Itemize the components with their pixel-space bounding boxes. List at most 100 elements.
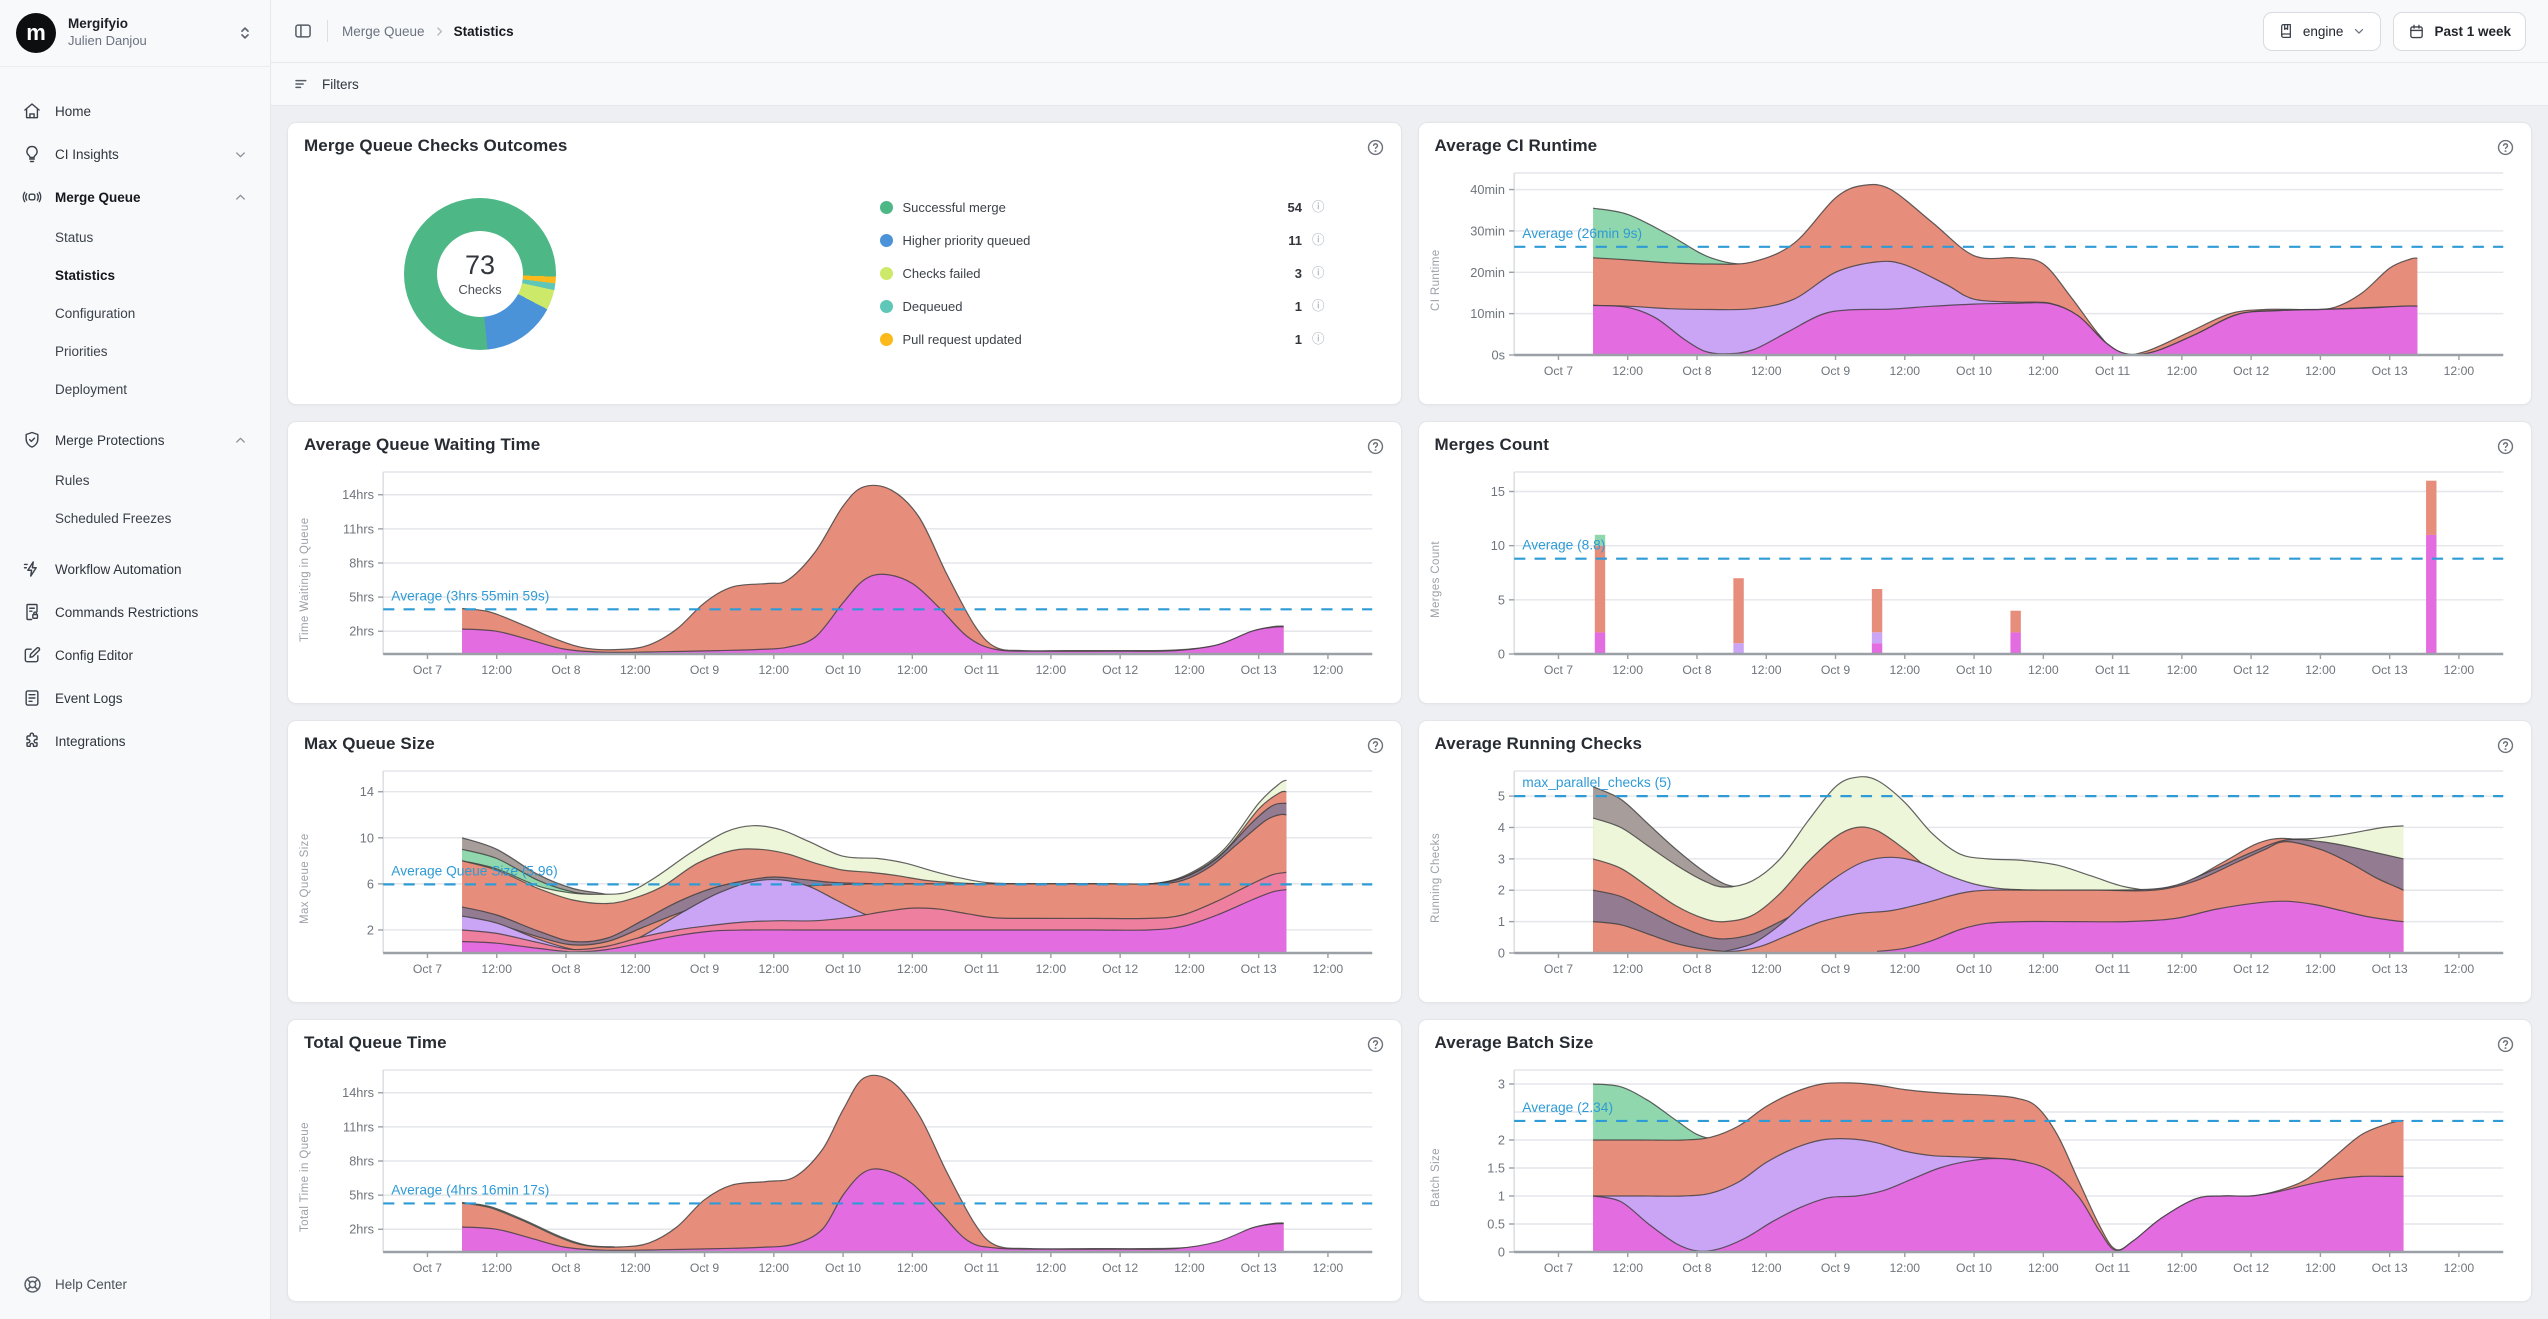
legend-item-dequeued[interactable]: Dequeued 1 ⓘ [880, 293, 1325, 320]
svg-text:0s: 0s [1491, 349, 1504, 363]
svg-text:8hrs: 8hrs [349, 557, 374, 571]
sidebar-item-workflow-automation[interactable]: Workflow Automation [12, 551, 258, 587]
svg-text:Oct 12: Oct 12 [2233, 364, 2269, 378]
sidebar-item-integrations[interactable]: Integrations [12, 723, 258, 759]
sidebar-item-ci-insights[interactable]: CI Insights [12, 136, 258, 172]
dashboard-grid: Merge Queue Checks Outcomes 73 Checks [271, 106, 2548, 1319]
sidebar-item-priorities[interactable]: Priorities [12, 336, 258, 367]
svg-text:12:00: 12:00 [1889, 962, 1920, 976]
total-queue-time-chart: 2hrs5hrs8hrs11hrs14hrsOct 712:00Oct 812:… [324, 1058, 1385, 1297]
svg-text:3: 3 [1497, 852, 1504, 866]
sidebar-item-statistics[interactable]: Statistics [12, 260, 258, 291]
sidebar-item-home[interactable]: Home [12, 93, 258, 129]
legend-value: 1 [1295, 332, 1302, 347]
info-icon[interactable]: ⓘ [1312, 201, 1325, 214]
svg-text:12:00: 12:00 [897, 1261, 928, 1275]
svg-text:12:00: 12:00 [481, 663, 512, 677]
svg-text:Oct 10: Oct 10 [1956, 1261, 1992, 1275]
svg-text:10: 10 [360, 831, 374, 845]
sidebar-item-label: Event Logs [55, 691, 123, 706]
filter-lines-icon[interactable] [293, 75, 311, 93]
org-switcher[interactable]: m Mergifyio Julien Danjou [0, 0, 270, 67]
svg-text:Oct 12: Oct 12 [2233, 962, 2269, 976]
svg-text:Oct 12: Oct 12 [2233, 1261, 2269, 1275]
svg-text:12:00: 12:00 [1313, 962, 1344, 976]
legend-item-checks-failed[interactable]: Checks failed 3 ⓘ [880, 260, 1325, 287]
svg-text:Oct 8: Oct 8 [1682, 364, 1711, 378]
svg-text:Oct 7: Oct 7 [413, 1261, 442, 1275]
breadcrumb: Merge Queue Statistics [342, 24, 514, 39]
sidebar-item-event-logs[interactable]: Event Logs [12, 680, 258, 716]
card-average-running-checks: Average Running Checks Running Checks 01… [1418, 720, 2533, 1003]
help-icon[interactable] [2496, 138, 2515, 157]
svg-text:Oct 8: Oct 8 [551, 962, 580, 976]
sidebar-item-status[interactable]: Status [12, 222, 258, 253]
help-icon[interactable] [1366, 138, 1385, 157]
svg-text:12:00: 12:00 [2443, 663, 2474, 677]
sidebar-item-rules[interactable]: Rules [12, 465, 258, 496]
svg-text:14hrs: 14hrs [342, 488, 374, 502]
running-checks-chart: 012345Oct 712:00Oct 812:00Oct 912:00Oct … [1455, 759, 2516, 998]
help-icon[interactable] [2496, 736, 2515, 755]
help-icon[interactable] [1366, 437, 1385, 456]
chevron-up-icon [233, 433, 248, 448]
help-center-link[interactable]: Help Center [0, 1256, 270, 1319]
card-title: Average Running Checks [1435, 734, 1643, 754]
sidebar-item-configuration[interactable]: Configuration [12, 298, 258, 329]
filters-label[interactable]: Filters [322, 77, 359, 92]
svg-text:8hrs: 8hrs [349, 1155, 374, 1169]
help-icon[interactable] [1366, 736, 1385, 755]
info-icon[interactable]: ⓘ [1312, 234, 1325, 247]
legend-dot [880, 201, 893, 214]
help-icon[interactable] [2496, 1035, 2515, 1054]
svg-text:Oct 10: Oct 10 [1956, 663, 1992, 677]
svg-text:12:00: 12:00 [1313, 1261, 1344, 1275]
sidebar-item-merge-protections[interactable]: Merge Protections [12, 422, 258, 458]
svg-text:12:00: 12:00 [1612, 1261, 1643, 1275]
info-icon[interactable]: ⓘ [1312, 267, 1325, 280]
card-title: Average CI Runtime [1435, 136, 1598, 156]
svg-text:Oct 13: Oct 13 [1241, 962, 1277, 976]
legend-item-successful-merge[interactable]: Successful merge 54 ⓘ [880, 194, 1325, 221]
svg-text:0.5: 0.5 [1487, 1218, 1505, 1232]
svg-text:1: 1 [1497, 915, 1504, 929]
outcomes-chart-area: 73 Checks Successful merge 54 ⓘ [304, 157, 1385, 400]
svg-text:0: 0 [1497, 947, 1504, 961]
sidebar-item-label: Configuration [55, 306, 135, 321]
breadcrumb-merge-queue[interactable]: Merge Queue [342, 24, 425, 39]
legend-item-higher-priority-queued[interactable]: Higher priority queued 11 ⓘ [880, 227, 1325, 254]
legend-item-pull-request-updated[interactable]: Pull request updated 1 ⓘ [880, 326, 1325, 353]
sidebar-toggle-icon[interactable] [293, 21, 313, 41]
help-icon[interactable] [1366, 1035, 1385, 1054]
svg-text:5: 5 [1497, 790, 1504, 804]
legend-dot [880, 267, 893, 280]
sidebar-item-merge-queue[interactable]: Merge Queue [12, 179, 258, 215]
info-icon[interactable]: ⓘ [1312, 300, 1325, 313]
sidebar-item-config-editor[interactable]: Config Editor [12, 637, 258, 673]
legend-value: 11 [1288, 233, 1302, 248]
svg-text:12:00: 12:00 [620, 663, 651, 677]
merges-count-chart: 051015Oct 712:00Oct 812:00Oct 912:00Oct … [1455, 460, 2516, 699]
time-range-button[interactable]: Past 1 week [2393, 12, 2526, 51]
chevron-up-icon [233, 190, 248, 205]
org-name: Mergifyio [68, 16, 224, 33]
y-axis-title: Batch Size [1435, 1058, 1455, 1297]
help-icon[interactable] [2496, 437, 2515, 456]
merge-queue-icon [22, 187, 42, 207]
svg-text:12:00: 12:00 [2028, 663, 2059, 677]
svg-text:Oct 11: Oct 11 [2095, 663, 2130, 677]
legend-dot [880, 234, 893, 247]
main-area: Merge Queue Statistics engine Past 1 wee… [271, 0, 2548, 1319]
repository-selector[interactable]: engine [2263, 12, 2382, 51]
sidebar-item-scheduled-freezes[interactable]: Scheduled Freezes [12, 503, 258, 534]
sidebar: m Mergifyio Julien Danjou Home CI Insigh… [0, 0, 271, 1319]
pencil-square-icon [22, 645, 42, 665]
svg-text:3: 3 [1497, 1078, 1504, 1092]
info-icon[interactable]: ⓘ [1312, 333, 1325, 346]
svg-text:Average (2.34): Average (2.34) [1522, 1100, 1613, 1115]
card-title: Total Queue Time [304, 1033, 447, 1053]
divider [327, 20, 328, 42]
sidebar-item-commands-restrictions[interactable]: Commands Restrictions [12, 594, 258, 630]
sidebar-item-deployment[interactable]: Deployment [12, 374, 258, 405]
svg-text:15: 15 [1490, 485, 1504, 499]
